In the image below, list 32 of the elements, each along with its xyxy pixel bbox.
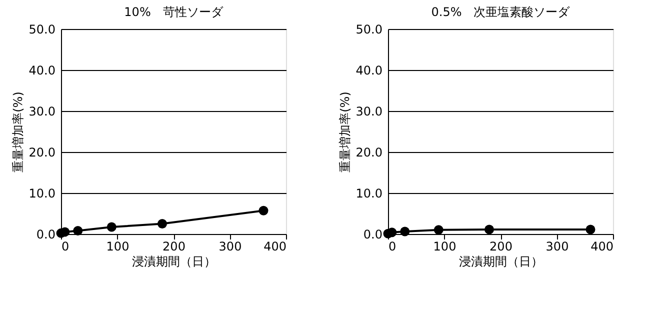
x-tick-label: 400 bbox=[590, 240, 614, 254]
y-tick-label: 0.0 bbox=[363, 228, 382, 242]
y-tick-label: 30.0 bbox=[28, 104, 56, 118]
point bbox=[73, 226, 83, 236]
x-tick-label: 200 bbox=[490, 240, 512, 254]
y-axis-title: 重量増加率(%) bbox=[338, 92, 352, 172]
x-axis-title: 浸漬期間（日） bbox=[459, 254, 543, 268]
chart-title: 0.5% 次亜塩素酸ソーダ bbox=[431, 5, 571, 19]
point bbox=[106, 222, 116, 232]
y-tick-label: 50.0 bbox=[356, 22, 382, 36]
y-tick-label: 40.0 bbox=[28, 64, 56, 78]
y-tick-label: 50.0 bbox=[28, 22, 56, 36]
y-tick-label: 20.0 bbox=[356, 146, 382, 160]
x-tick-label: 100 bbox=[433, 240, 456, 254]
x-tick-label: 100 bbox=[106, 240, 130, 254]
chart-title: 10% 苛性ソーダ bbox=[124, 5, 224, 19]
point bbox=[158, 219, 167, 228]
x-axis-title: 浸漬期間（日） bbox=[132, 254, 216, 268]
y-tick-label: 40.0 bbox=[356, 64, 382, 78]
x-tick-label: 300 bbox=[218, 240, 242, 254]
x-tick-label: 400 bbox=[264, 240, 286, 254]
y-tick-label: 30.0 bbox=[356, 104, 382, 118]
y-tick-label: 10.0 bbox=[28, 186, 56, 200]
y-tick-label: 0.0 bbox=[36, 228, 56, 242]
x-tick-label: 0 bbox=[62, 240, 70, 254]
x-tick-label: 0 bbox=[388, 240, 396, 254]
x-tick-label: 300 bbox=[546, 240, 569, 254]
y-tick-label: 20.0 bbox=[28, 146, 56, 160]
y-tick-label: 10.0 bbox=[356, 186, 382, 200]
point bbox=[258, 206, 268, 216]
x-tick-label: 200 bbox=[162, 240, 186, 254]
y-axis-title: 重量増加率(%) bbox=[10, 92, 25, 172]
